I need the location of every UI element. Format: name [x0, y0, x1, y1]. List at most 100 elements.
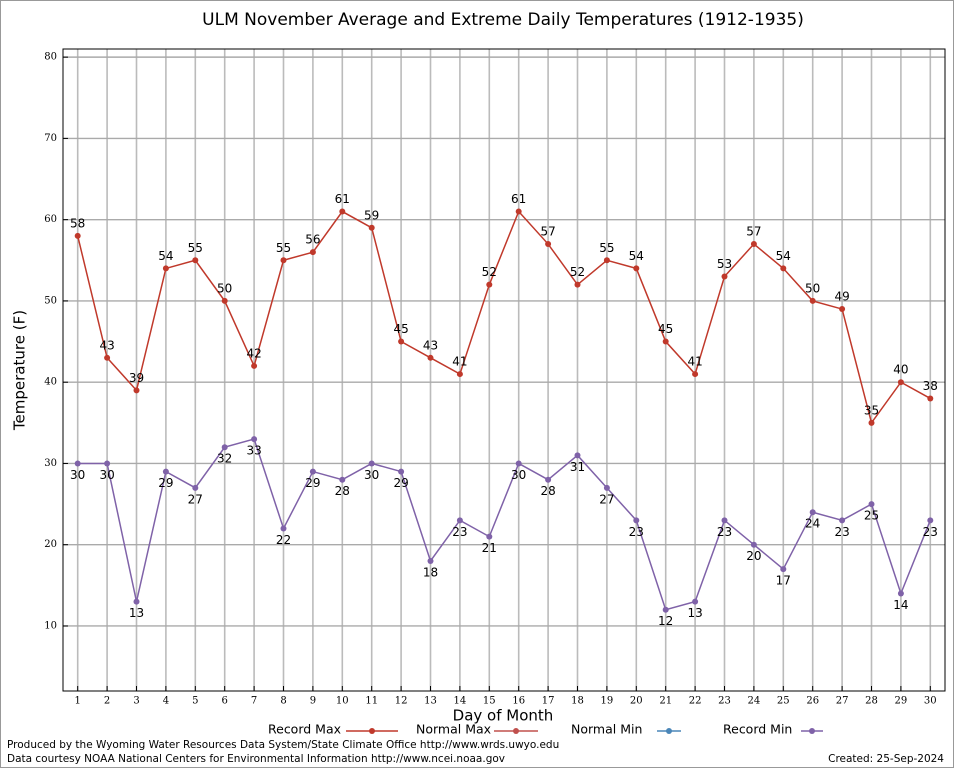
footer: Created: 25-Sep-2024 — [828, 753, 944, 765]
point — [927, 517, 934, 524]
point — [309, 249, 316, 256]
x-tick-label: 25 — [777, 696, 790, 707]
legend-marker — [513, 728, 519, 734]
data-label: 30 — [364, 468, 379, 482]
y-axis-label: Temperature (F) — [11, 310, 29, 431]
data-label: 12 — [658, 614, 673, 628]
x-tick-label: 15 — [483, 696, 496, 707]
x-tick-label: 28 — [865, 696, 878, 707]
point — [456, 371, 463, 378]
y-tick-label: 30 — [44, 458, 57, 469]
data-label: 29 — [393, 476, 408, 490]
point — [104, 354, 111, 361]
point — [280, 525, 287, 532]
point — [868, 501, 875, 508]
x-tick-label: 18 — [571, 696, 584, 707]
point — [162, 468, 169, 475]
data-label: 29 — [305, 476, 320, 490]
y-tick-label: 70 — [44, 133, 57, 144]
data-label: 45 — [393, 322, 408, 336]
point — [897, 379, 904, 386]
x-tick-label: 26 — [806, 696, 819, 707]
data-label: 24 — [805, 517, 820, 531]
data-label: 40 — [893, 363, 908, 377]
point — [721, 517, 728, 524]
data-label: 30 — [99, 468, 114, 482]
data-label: 32 — [217, 452, 232, 466]
data-label: 23 — [717, 525, 732, 539]
x-tick-label: 21 — [659, 696, 672, 707]
data-label: 58 — [70, 216, 85, 230]
data-label: 41 — [452, 355, 467, 369]
x-tick-label: 10 — [336, 696, 349, 707]
point — [927, 395, 934, 402]
data-label: 61 — [335, 192, 350, 206]
point — [398, 468, 405, 475]
point — [456, 517, 463, 524]
point — [368, 224, 375, 231]
legend-marker — [809, 728, 815, 734]
x-tick-label: 6 — [222, 696, 228, 707]
point — [809, 509, 816, 516]
point — [104, 460, 111, 467]
data-label: 57 — [540, 225, 555, 239]
series-line — [76, 210, 931, 425]
data-label: 35 — [864, 403, 879, 417]
data-label: 54 — [776, 249, 791, 263]
y-tick-label: 80 — [44, 52, 57, 63]
point — [839, 306, 846, 313]
data-label: 41 — [687, 355, 702, 369]
point — [162, 265, 169, 272]
point — [486, 533, 493, 540]
data-label: 27 — [188, 492, 203, 506]
legend-label: Normal Max — [416, 722, 491, 737]
point — [603, 257, 610, 264]
x-tick-label: 22 — [689, 696, 702, 707]
point — [309, 468, 316, 475]
data-label: 43 — [99, 338, 114, 352]
x-tick-label: 17 — [542, 696, 555, 707]
x-tick-label: 13 — [424, 696, 437, 707]
data-label: 54 — [158, 249, 173, 263]
x-tick-label: 12 — [395, 696, 408, 707]
point — [692, 371, 699, 378]
point — [427, 354, 434, 361]
point — [133, 598, 140, 605]
x-tick-label: 1 — [75, 696, 81, 707]
data-label: 43 — [423, 338, 438, 352]
point — [662, 606, 669, 613]
point — [780, 265, 787, 272]
point — [339, 208, 346, 215]
x-tick-label: 24 — [748, 696, 761, 707]
data-label: 52 — [570, 265, 585, 279]
x-tick-label: 20 — [630, 696, 643, 707]
x-tick-label: 19 — [601, 696, 614, 707]
data-label: 50 — [805, 281, 820, 295]
series-line — [77, 438, 931, 611]
x-tick-label: 23 — [718, 696, 731, 707]
point — [809, 297, 816, 304]
point — [692, 598, 699, 605]
data-label: 54 — [629, 249, 644, 263]
point — [251, 436, 258, 443]
data-label: 45 — [658, 322, 673, 336]
plot-area — [63, 49, 945, 691]
chart-title: ULM November Average and Extreme Daily T… — [202, 10, 804, 30]
x-tick-label: 5 — [192, 696, 198, 707]
point — [897, 590, 904, 597]
data-label: 61 — [511, 192, 526, 206]
point — [662, 338, 669, 345]
data-label: 23 — [834, 525, 849, 539]
point — [368, 460, 375, 467]
point — [221, 444, 228, 451]
x-tick-label: 27 — [836, 696, 849, 707]
point — [251, 362, 258, 369]
point — [221, 297, 228, 304]
plot-border — [62, 48, 946, 692]
point — [74, 232, 81, 239]
data-label: 18 — [423, 565, 438, 579]
data-label: 55 — [276, 241, 291, 255]
data-label: 23 — [629, 525, 644, 539]
data-label: 13 — [687, 606, 702, 620]
